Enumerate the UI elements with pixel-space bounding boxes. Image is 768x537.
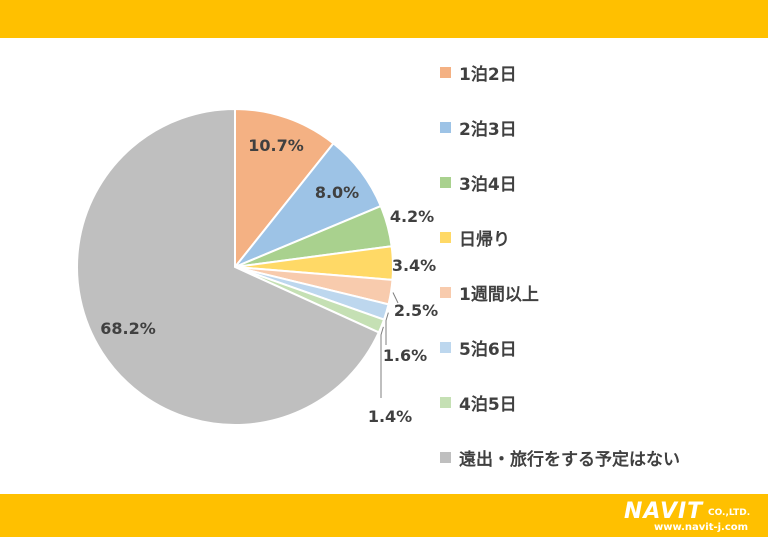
legend-label: 1週間以上 [459, 285, 539, 305]
legend-swatch [440, 397, 451, 408]
data-label-6: 1.6% [383, 346, 427, 365]
legend-label: 5泊6日 [459, 340, 517, 360]
data-label-1: 10.7% [248, 136, 304, 155]
legend-swatch [440, 67, 451, 78]
legend-label: 日帰り [459, 230, 510, 250]
data-label-3: 4.2% [390, 207, 434, 226]
data-label-4: 3.4% [392, 256, 436, 275]
logo-url: www.navit-j.com [654, 522, 749, 533]
legend-item-5: 1週間以上 [440, 280, 539, 305]
pie-slice-8 [76, 107, 381, 426]
legend-item-2: 2泊3日 [440, 115, 517, 140]
legend-item-8: 遠出・旅行をする予定はない [440, 445, 680, 470]
logo-suffix: CO.,LTD. [708, 508, 751, 518]
data-label-7: 1.4% [368, 407, 412, 426]
pie-slice-1 [234, 107, 335, 270]
legend-swatch [440, 122, 451, 133]
data-label-8: 68.2% [100, 319, 156, 338]
legend-label: 1泊2日 [459, 65, 517, 85]
legend-swatch [440, 232, 451, 243]
legend-item-7: 4泊5日 [440, 390, 517, 415]
leader-line-7 [380, 326, 384, 398]
legend-swatch [440, 452, 451, 463]
legend-item-6: 5泊6日 [440, 335, 517, 360]
pie-chart: 10.7% 8.0% 4.2% 3.4% 2.5% 1.6% 1.4% 68.2% [76, 107, 438, 426]
legend-label: 2泊3日 [459, 120, 517, 140]
legend-label: 4泊5日 [459, 395, 517, 415]
legend-label: 3泊4日 [459, 175, 517, 195]
leader-line-5 [392, 292, 399, 304]
legend-item-3: 3泊4日 [440, 170, 517, 195]
leader-line-6 [385, 312, 389, 345]
legend-swatch [440, 177, 451, 188]
bottom-band [0, 494, 768, 537]
legend-item-1: 1泊2日 [440, 60, 517, 85]
data-label-2: 8.0% [315, 183, 359, 202]
top-band [0, 0, 768, 38]
logo-brand: NAVIT [624, 499, 704, 524]
legend-swatch [440, 342, 451, 353]
company-logo: NAVIT CO.,LTD. www.navit-j.com [624, 499, 756, 533]
legend-label: 遠出・旅行をする予定はない [459, 450, 680, 470]
data-label-5: 2.5% [394, 301, 438, 320]
legend-item-4: 日帰り [440, 225, 510, 250]
legend-swatch [440, 287, 451, 298]
